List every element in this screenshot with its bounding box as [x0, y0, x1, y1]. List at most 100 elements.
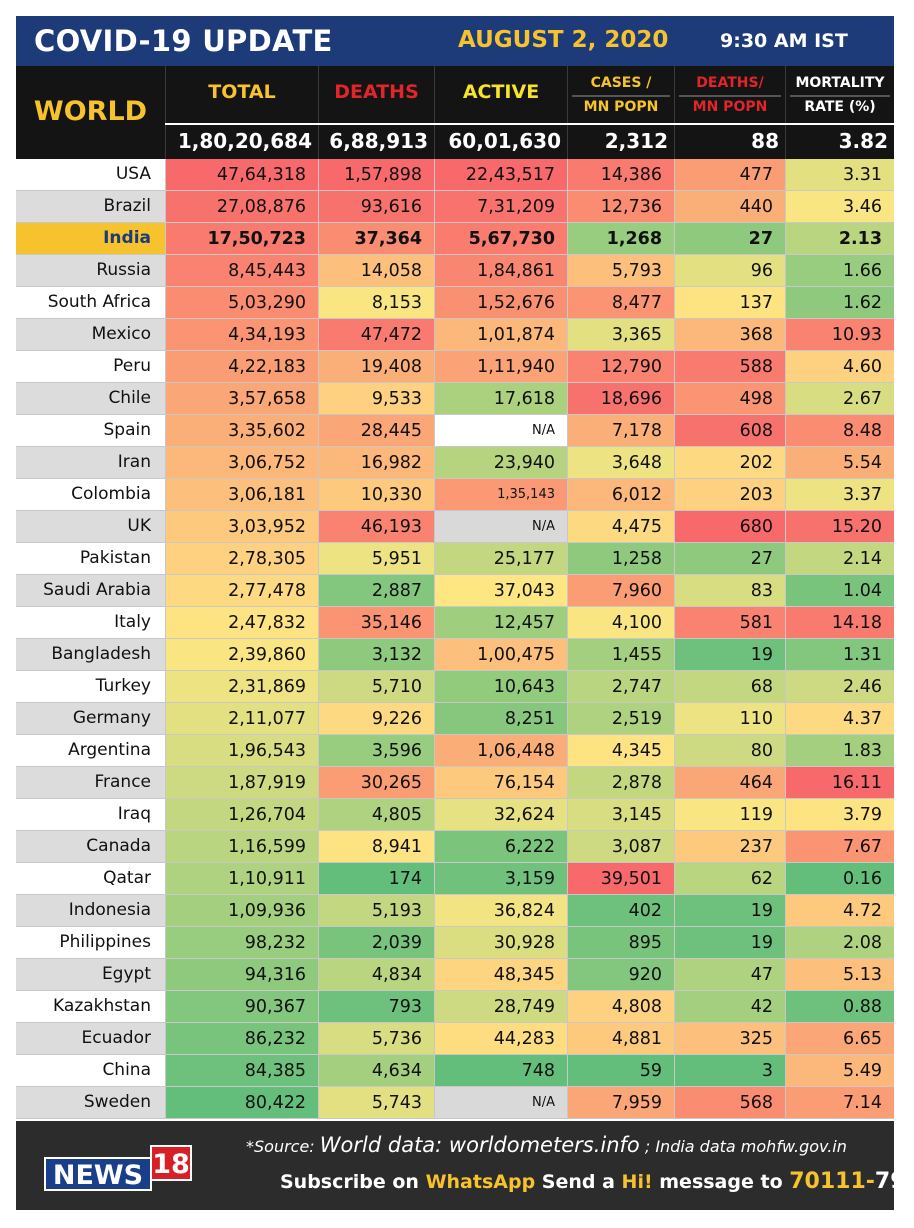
cell-cases-mn: 4,475: [567, 511, 674, 542]
country-name: Bangladesh: [16, 639, 165, 670]
cell-active: 25,177: [434, 543, 567, 574]
cell-mortality: 1.31: [785, 639, 894, 670]
cell-deaths: 16,982: [318, 447, 434, 478]
cell-total: 1,87,919: [165, 767, 318, 798]
col-label-cases-mn-b: MN POPN: [583, 99, 659, 115]
cell-active: 36,824: [434, 895, 567, 926]
col-header-total: TOTAL 1,80,20,684: [165, 66, 318, 159]
cell-cases-mn: 18,696: [567, 383, 674, 414]
cell-deaths: 793: [318, 991, 434, 1022]
country-name: Argentina: [16, 735, 165, 766]
cell-cases-mn: 895: [567, 927, 674, 958]
phone-number-a: 70111-: [789, 1169, 875, 1194]
cell-deaths-mn: 3: [674, 1055, 785, 1086]
cell-deaths-mn: 80: [674, 735, 785, 766]
cell-deaths-mn: 202: [674, 447, 785, 478]
country-name: South Africa: [16, 287, 165, 318]
table-row: Turkey 2,31,869 5,710 10,643 2,747 68 2.46: [16, 671, 894, 703]
cell-total: 4,22,183: [165, 351, 318, 382]
cell-deaths-mn: 19: [674, 927, 785, 958]
cell-mortality: 2.46: [785, 671, 894, 702]
cell-total: 3,03,952: [165, 511, 318, 542]
country-name: Peru: [16, 351, 165, 382]
footer: NEWS 18 *Source: World data: worldometer…: [16, 1121, 914, 1210]
cell-deaths: 3,132: [318, 639, 434, 670]
country-name: Saudi Arabia: [16, 575, 165, 606]
cell-total: 3,06,181: [165, 479, 318, 510]
cell-active: 5,67,730: [434, 223, 567, 254]
sub-text-a: Subscribe on: [280, 1171, 426, 1193]
country-name: Italy: [16, 607, 165, 638]
cell-active: 10,643: [434, 671, 567, 702]
cell-deaths: 5,736: [318, 1023, 434, 1054]
cell-deaths-mn: 119: [674, 799, 785, 830]
header-separator: [165, 123, 318, 125]
cell-mortality: 3.31: [785, 159, 894, 190]
cell-deaths-mn: 83: [674, 575, 785, 606]
cell-deaths: 4,834: [318, 959, 434, 990]
col-header-active: ACTIVE 60,01,630: [434, 66, 567, 159]
cell-cases-mn: 59: [567, 1055, 674, 1086]
country-name: Qatar: [16, 863, 165, 894]
table-row: Canada 1,16,599 8,941 6,222 3,087 237 7.67: [16, 831, 894, 863]
cell-mortality: 2.13: [785, 223, 894, 254]
cell-deaths: 5,193: [318, 895, 434, 926]
table-row: UK 3,03,952 46,193 N/A 4,475 680 15.20: [16, 511, 894, 543]
cell-cases-mn: 1,268: [567, 223, 674, 254]
cell-mortality: 2.67: [785, 383, 894, 414]
cell-total: 3,06,752: [165, 447, 318, 478]
cell-total: 90,367: [165, 991, 318, 1022]
cell-active: 22,43,517: [434, 159, 567, 190]
table-row: Iraq 1,26,704 4,805 32,624 3,145 119 3.79: [16, 799, 894, 831]
col-label-cases-mn-a: CASES /: [590, 75, 652, 91]
cell-mortality: 8.48: [785, 415, 894, 446]
cell-mortality: 2.08: [785, 927, 894, 958]
cell-cases-mn: 4,881: [567, 1023, 674, 1054]
col-label-mortality-a: MORTALITY: [795, 75, 885, 91]
cell-cases-mn: 6,012: [567, 479, 674, 510]
news18-logo: NEWS 18: [44, 1145, 192, 1191]
cell-deaths-mn: 237: [674, 831, 785, 862]
cell-cases-mn: 8,477: [567, 287, 674, 318]
cell-deaths: 4,634: [318, 1055, 434, 1086]
cell-mortality: 7.67: [785, 831, 894, 862]
col-header-deaths: DEATHS 6,88,913: [318, 66, 434, 159]
cell-deaths: 14,058: [318, 255, 434, 286]
cell-total: 2,31,869: [165, 671, 318, 702]
source-world: World data: worldometers.info: [319, 1133, 640, 1157]
table-row: Italy 2,47,832 35,146 12,457 4,100 581 14.18: [16, 607, 894, 639]
cell-deaths: 47,472: [318, 319, 434, 350]
cell-mortality: 0.16: [785, 863, 894, 894]
cell-active: N/A: [434, 511, 567, 542]
header-divider: [790, 95, 890, 97]
cell-cases-mn: 920: [567, 959, 674, 990]
cell-deaths: 28,445: [318, 415, 434, 446]
country-name: India: [16, 223, 165, 254]
title-banner: COVID-19 UPDATE AUGUST 2, 2020 9:30 AM I…: [16, 16, 894, 66]
sub-text-e: message to: [652, 1171, 790, 1193]
logo-text: NEWS: [44, 1157, 152, 1191]
cell-deaths-mn: 477: [674, 159, 785, 190]
country-name: Spain: [16, 415, 165, 446]
cell-total: 2,47,832: [165, 607, 318, 638]
cell-deaths: 3,596: [318, 735, 434, 766]
cell-total: 1,96,543: [165, 735, 318, 766]
report-time: 9:30 AM IST: [720, 30, 848, 52]
table-row: Ecuador 86,232 5,736 44,283 4,881 325 6.65: [16, 1023, 894, 1055]
country-name: France: [16, 767, 165, 798]
country-name: Colombia: [16, 479, 165, 510]
cell-total: 84,385: [165, 1055, 318, 1086]
cell-deaths: 1,57,898: [318, 159, 434, 190]
cell-cases-mn: 2,519: [567, 703, 674, 734]
col-label-deaths-mn-a: DEATHS/: [696, 75, 764, 91]
cell-active: N/A: [434, 1087, 567, 1118]
cell-deaths: 37,364: [318, 223, 434, 254]
table-row: Peru 4,22,183 19,408 1,11,940 12,790 588 4.60: [16, 351, 894, 383]
cell-deaths-mn: 137: [674, 287, 785, 318]
cell-total: 2,78,305: [165, 543, 318, 574]
cell-cases-mn: 4,100: [567, 607, 674, 638]
cell-deaths: 30,265: [318, 767, 434, 798]
cell-deaths-mn: 42: [674, 991, 785, 1022]
cell-mortality: 3.79: [785, 799, 894, 830]
source-india: India data mohfw.gov.in: [655, 1137, 847, 1156]
